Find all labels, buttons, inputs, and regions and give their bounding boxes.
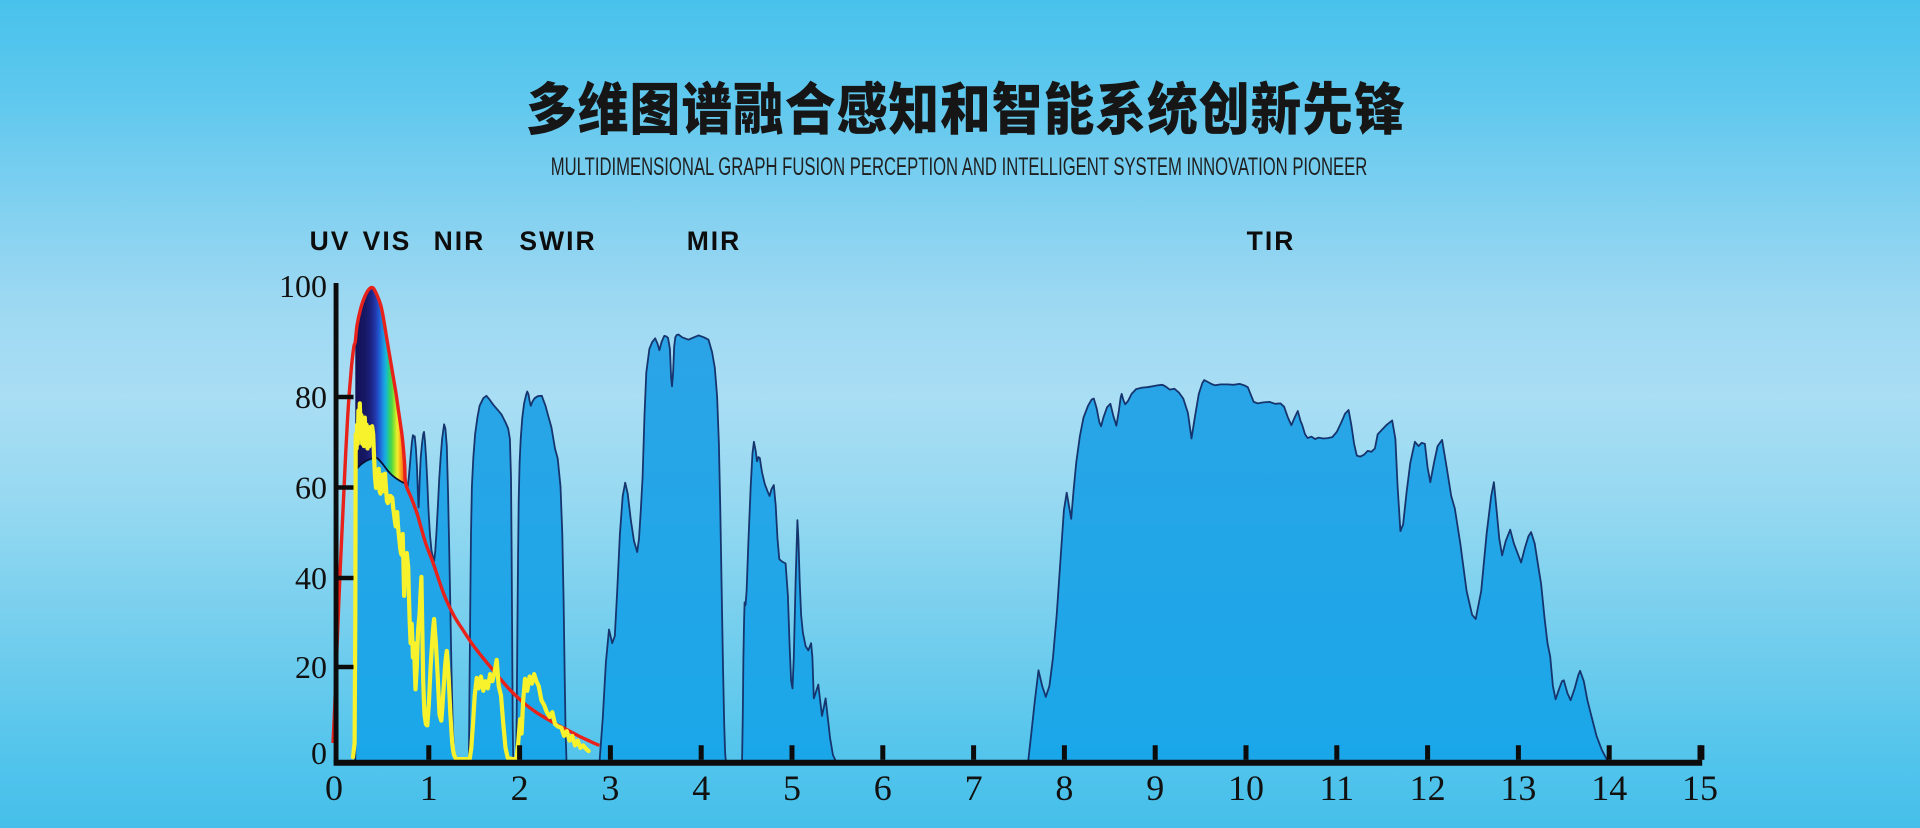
svg-text:TIR: TIR <box>1247 226 1296 256</box>
svg-text:60: 60 <box>295 470 327 506</box>
svg-text:7: 7 <box>965 768 983 808</box>
svg-text:10: 10 <box>1228 768 1264 808</box>
svg-text:8: 8 <box>1055 768 1073 808</box>
svg-text:3: 3 <box>601 768 619 808</box>
svg-text:14: 14 <box>1591 768 1627 808</box>
svg-text:100: 100 <box>279 268 327 304</box>
svg-text:MULTIDIMENSIONAL GRAPH FUSION: MULTIDIMENSIONAL GRAPH FUSION PERCEPTION… <box>551 153 1368 181</box>
svg-text:4: 4 <box>692 768 710 808</box>
svg-text:12: 12 <box>1410 768 1446 808</box>
svg-text:15: 15 <box>1682 768 1718 808</box>
svg-text:0: 0 <box>311 735 327 771</box>
svg-text:SWIR: SWIR <box>519 226 596 256</box>
svg-text:40: 40 <box>295 560 327 596</box>
svg-text:MIR: MIR <box>687 226 742 256</box>
svg-text:2: 2 <box>511 768 529 808</box>
svg-text:9: 9 <box>1146 768 1164 808</box>
svg-text:80: 80 <box>295 379 327 415</box>
svg-text:5: 5 <box>783 768 801 808</box>
svg-text:NIR: NIR <box>434 226 486 256</box>
svg-text:11: 11 <box>1319 768 1354 808</box>
svg-text:1: 1 <box>420 768 438 808</box>
svg-text:VIS: VIS <box>363 226 412 256</box>
svg-text:6: 6 <box>874 768 892 808</box>
svg-text:20: 20 <box>295 649 327 685</box>
svg-text:UV: UV <box>310 226 351 256</box>
svg-text:0: 0 <box>325 768 343 808</box>
svg-text:13: 13 <box>1500 768 1536 808</box>
